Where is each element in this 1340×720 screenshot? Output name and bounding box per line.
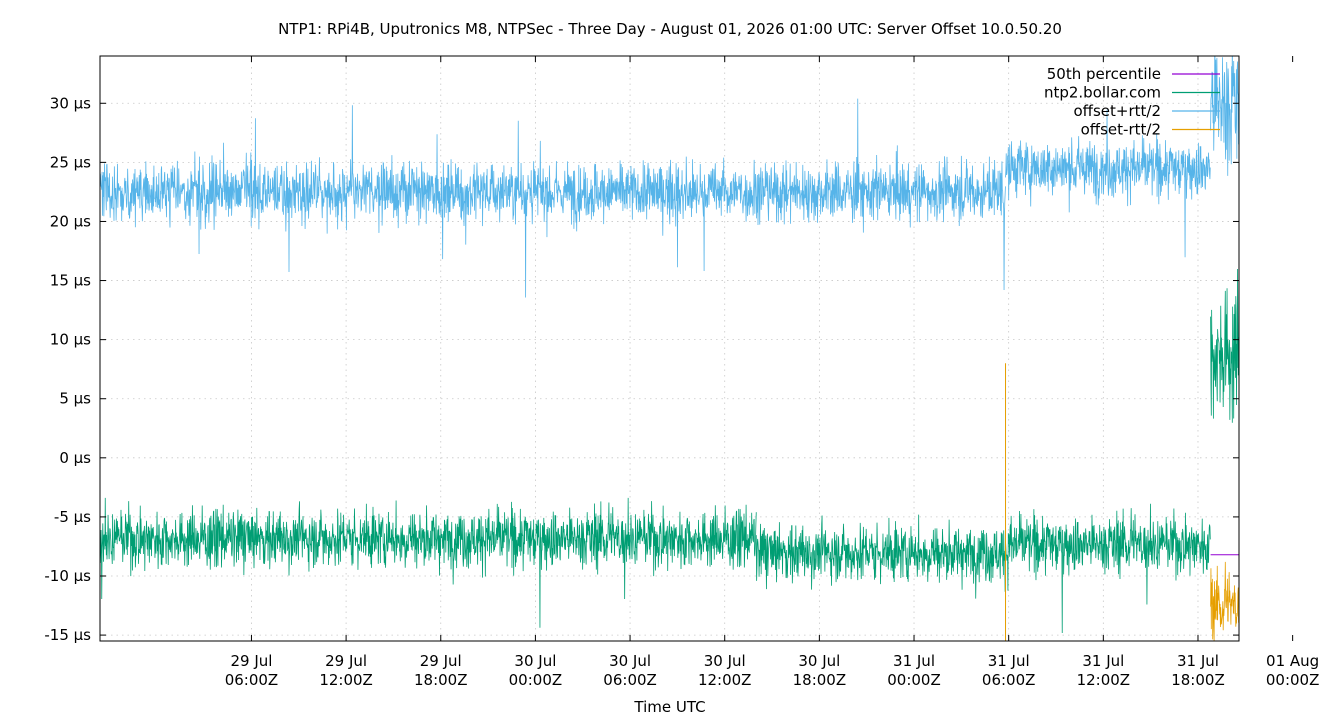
plot-frame [99, 55, 1240, 642]
x-tick-time: 06:00Z [982, 671, 1036, 689]
x-tick-date: 29 Jul [420, 652, 462, 670]
x-tick-date: 29 Jul [230, 652, 272, 670]
y-tick-label: -15 µs [44, 626, 91, 644]
y-tick-label: 0 µs [59, 449, 91, 467]
y-tick-label: 30 µs [50, 94, 91, 112]
plot-area [100, 56, 1239, 641]
x-tick-time: 00:00Z [887, 671, 941, 689]
y-tick-label: 15 µs [50, 272, 91, 290]
x-tick-time: 06:00Z [603, 671, 657, 689]
chart-title: NTP1: RPi4B, Uputronics M8, NTPSec - Thr… [278, 20, 1062, 38]
x-tick-date: 31 Jul [988, 652, 1030, 670]
y-axis-tick-labels: 30 µs 25 µs 20 µs 15 µs 10 µs 5 µs 0 µs -5 µs -1… [44, 94, 91, 644]
legend-label: offset+rtt/2 [1073, 102, 1161, 120]
series-offset-rtt-2 [100, 56, 1239, 298]
legend: 50th percentilentp2.bollar.comoffset+rtt… [1044, 65, 1220, 139]
x-tick-time: 06:00Z [225, 671, 279, 689]
y-tick-label: 5 µs [59, 390, 91, 408]
series-trace [1210, 269, 1239, 423]
series-ntp2-bollar-com [100, 269, 1239, 634]
axis-ticks [100, 56, 1294, 641]
x-tick-date: 30 Jul [704, 652, 746, 670]
x-tick-date: 30 Jul [609, 652, 651, 670]
x-tick-date: 31 Jul [1082, 652, 1124, 670]
series-trace [1210, 561, 1239, 641]
x-tick-date: 01 Aug [1266, 652, 1319, 670]
x-tick-time: 00:00Z [509, 671, 563, 689]
x-tick-date: 31 Jul [1177, 652, 1219, 670]
series-trace [1008, 503, 1211, 634]
x-tick-date: 31 Jul [893, 652, 935, 670]
grid-lines [100, 56, 1239, 641]
x-tick-time: 18:00Z [793, 671, 847, 689]
legend-label: offset-rtt/2 [1081, 121, 1161, 139]
x-tick-date: 29 Jul [325, 652, 367, 670]
x-tick-time: 18:00Z [1171, 671, 1225, 689]
series-trace [100, 98, 1006, 298]
series-trace [1005, 109, 1211, 258]
y-tick-label: 25 µs [50, 153, 91, 171]
x-tick-date: 30 Jul [798, 652, 840, 670]
x-tick-time: 00:00Z [1266, 671, 1320, 689]
x-tick-date: 30 Jul [514, 652, 556, 670]
legend-label: 50th percentile [1047, 65, 1161, 83]
series-trace [1210, 56, 1239, 176]
series-trace [755, 514, 1010, 599]
y-tick-label: 20 µs [50, 212, 91, 230]
x-tick-time: 12:00Z [698, 671, 752, 689]
x-tick-time: 12:00Z [319, 671, 373, 689]
y-tick-label: 10 µs [50, 331, 91, 349]
y-tick-label: -5 µs [54, 508, 91, 526]
legend-label: ntp2.bollar.com [1044, 84, 1161, 102]
y-tick-label: -10 µs [44, 567, 91, 585]
x-tick-time: 12:00Z [1077, 671, 1131, 689]
x-axis-label: Time UTC [633, 698, 705, 716]
series-trace [100, 497, 757, 628]
x-tick-time: 18:00Z [414, 671, 468, 689]
series-offset-rtt-2 [1210, 561, 1239, 641]
